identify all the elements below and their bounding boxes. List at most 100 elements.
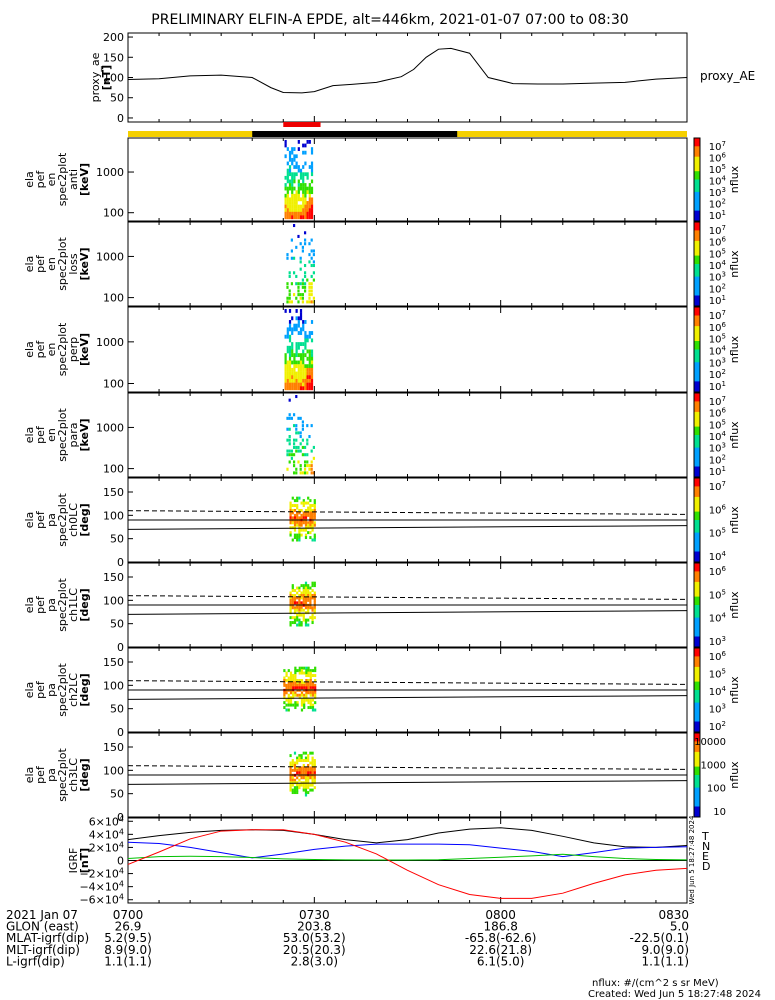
- colorbar-label: nflux: [728, 676, 741, 704]
- colorbar-cell: [694, 812, 700, 816]
- spec-cell: [308, 375, 311, 380]
- spec-cell: [288, 460, 291, 464]
- ylabel-line: anti: [67, 169, 80, 190]
- spec-cell: [290, 449, 293, 453]
- spec-cell: [297, 445, 300, 449]
- colorbar-cell: [694, 484, 700, 487]
- colorbar-cell: [694, 175, 700, 178]
- colorbar-cell: [694, 458, 700, 461]
- spec-cell: [307, 686, 310, 690]
- spec-cell: [299, 282, 302, 286]
- colorbar-cell: [694, 494, 700, 498]
- spec-cell: [292, 678, 295, 682]
- colorbar-cell: [694, 563, 700, 566]
- spec-cell: [310, 349, 314, 354]
- colorbar-cell: [694, 189, 700, 193]
- colorbar-cell: [694, 522, 700, 525]
- spec-cell: [286, 349, 289, 354]
- spec-cell: [302, 179, 305, 184]
- colorbar-cell: [694, 747, 700, 751]
- ylabel-line: ela: [23, 597, 36, 614]
- spec-cell: [297, 360, 300, 365]
- y-tick-label: 50: [110, 533, 124, 546]
- spec-cell: [308, 293, 311, 297]
- spec-cell: [303, 693, 306, 697]
- y-tick-label: 6×104: [89, 814, 124, 828]
- spec-cell: [307, 768, 310, 772]
- spec-cell: [309, 678, 312, 682]
- colorbar-cell: [694, 783, 700, 786]
- colorbar-cell: [694, 549, 700, 552]
- spec-cell: [311, 528, 314, 532]
- colorbar-cell: [694, 428, 700, 432]
- spec-cell: [299, 356, 303, 361]
- spec-cell: [299, 382, 303, 387]
- spec-cell: [303, 686, 306, 690]
- spec-cell: [308, 282, 311, 286]
- colorbar-cell: [694, 588, 700, 591]
- spec-cell: [304, 508, 308, 512]
- spec-cell: [301, 282, 304, 286]
- colorbar-cell: [694, 793, 700, 797]
- spec-cell: [306, 424, 309, 428]
- spec-cell: [303, 282, 307, 286]
- colorbar-cell: [694, 432, 700, 436]
- spec-cell: [293, 598, 297, 602]
- spec-cell: [310, 204, 314, 209]
- spec-cell: [312, 249, 315, 253]
- spec-cell: [313, 766, 316, 770]
- spec-cell: [291, 761, 294, 765]
- spec-cell: [313, 763, 316, 767]
- colorbar-cell: [694, 683, 700, 687]
- spec-cell: [293, 768, 297, 772]
- spec-cell: [313, 513, 316, 517]
- spec-cell: [300, 513, 303, 517]
- spec-cell: [291, 593, 294, 597]
- colorbar-cell: [694, 611, 700, 614]
- spec-cell: [306, 386, 309, 391]
- spec-cell: [296, 516, 299, 520]
- spec-cell: [293, 201, 296, 205]
- y-tick-label: 150: [103, 51, 124, 64]
- annotation-value: 2.8(3.0): [291, 954, 339, 968]
- spec-cell: [304, 345, 307, 350]
- spec-cell: [301, 285, 304, 289]
- spec-cell: [299, 183, 303, 187]
- spec-cell: [300, 698, 304, 702]
- annotation-value: 53.0(53.2): [283, 931, 346, 945]
- colorbar-cell: [694, 503, 700, 506]
- spec-cell: [300, 591, 303, 595]
- spec-cell: [283, 683, 286, 687]
- annotation-value: 1.1(1.1): [104, 954, 152, 968]
- spec-cell: [293, 193, 296, 198]
- spec-cell: [286, 215, 289, 220]
- colorbar-cell: [694, 513, 700, 517]
- colorbar-cell: [694, 324, 700, 327]
- spec-cell: [304, 621, 308, 625]
- orbit-bar: [128, 122, 687, 137]
- spec-cell: [314, 708, 317, 712]
- spec-cell: [307, 531, 310, 535]
- spec-cell: [301, 420, 304, 424]
- spec-cell: [292, 683, 295, 687]
- spec-cell: [295, 296, 298, 300]
- colorbar-cell: [694, 366, 700, 370]
- spec-cell: [302, 601, 305, 605]
- spec-cell: [303, 467, 307, 471]
- spec-cell: [293, 327, 296, 332]
- spec-cell: [295, 378, 298, 383]
- spec-cell: [289, 601, 292, 605]
- spec-cell: [296, 776, 299, 780]
- spec-cell: [310, 264, 313, 268]
- spec-cell: [312, 271, 315, 275]
- spec-cell: [287, 681, 290, 685]
- spec-cell: [289, 754, 292, 758]
- spec-cell: [297, 331, 300, 335]
- spec-cell: [289, 766, 292, 770]
- spec-cell: [288, 289, 291, 293]
- colorbar-cell: [694, 309, 700, 312]
- spec-cell: [311, 581, 314, 585]
- spec-cell: [314, 674, 317, 678]
- igrf-series-T: [127, 827, 688, 848]
- spec-cell: [309, 616, 312, 620]
